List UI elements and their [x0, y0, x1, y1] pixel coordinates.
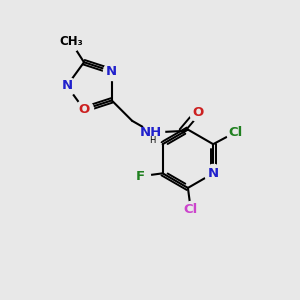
Text: H: H	[149, 136, 155, 145]
Text: NH: NH	[140, 126, 162, 139]
Text: O: O	[192, 106, 203, 118]
Text: F: F	[136, 170, 145, 183]
Text: Cl: Cl	[184, 203, 198, 216]
Text: N: N	[106, 65, 117, 78]
Text: N: N	[208, 167, 219, 180]
Text: N: N	[61, 79, 72, 92]
Text: O: O	[78, 103, 90, 116]
Text: Cl: Cl	[228, 126, 242, 139]
Text: CH₃: CH₃	[59, 35, 83, 48]
